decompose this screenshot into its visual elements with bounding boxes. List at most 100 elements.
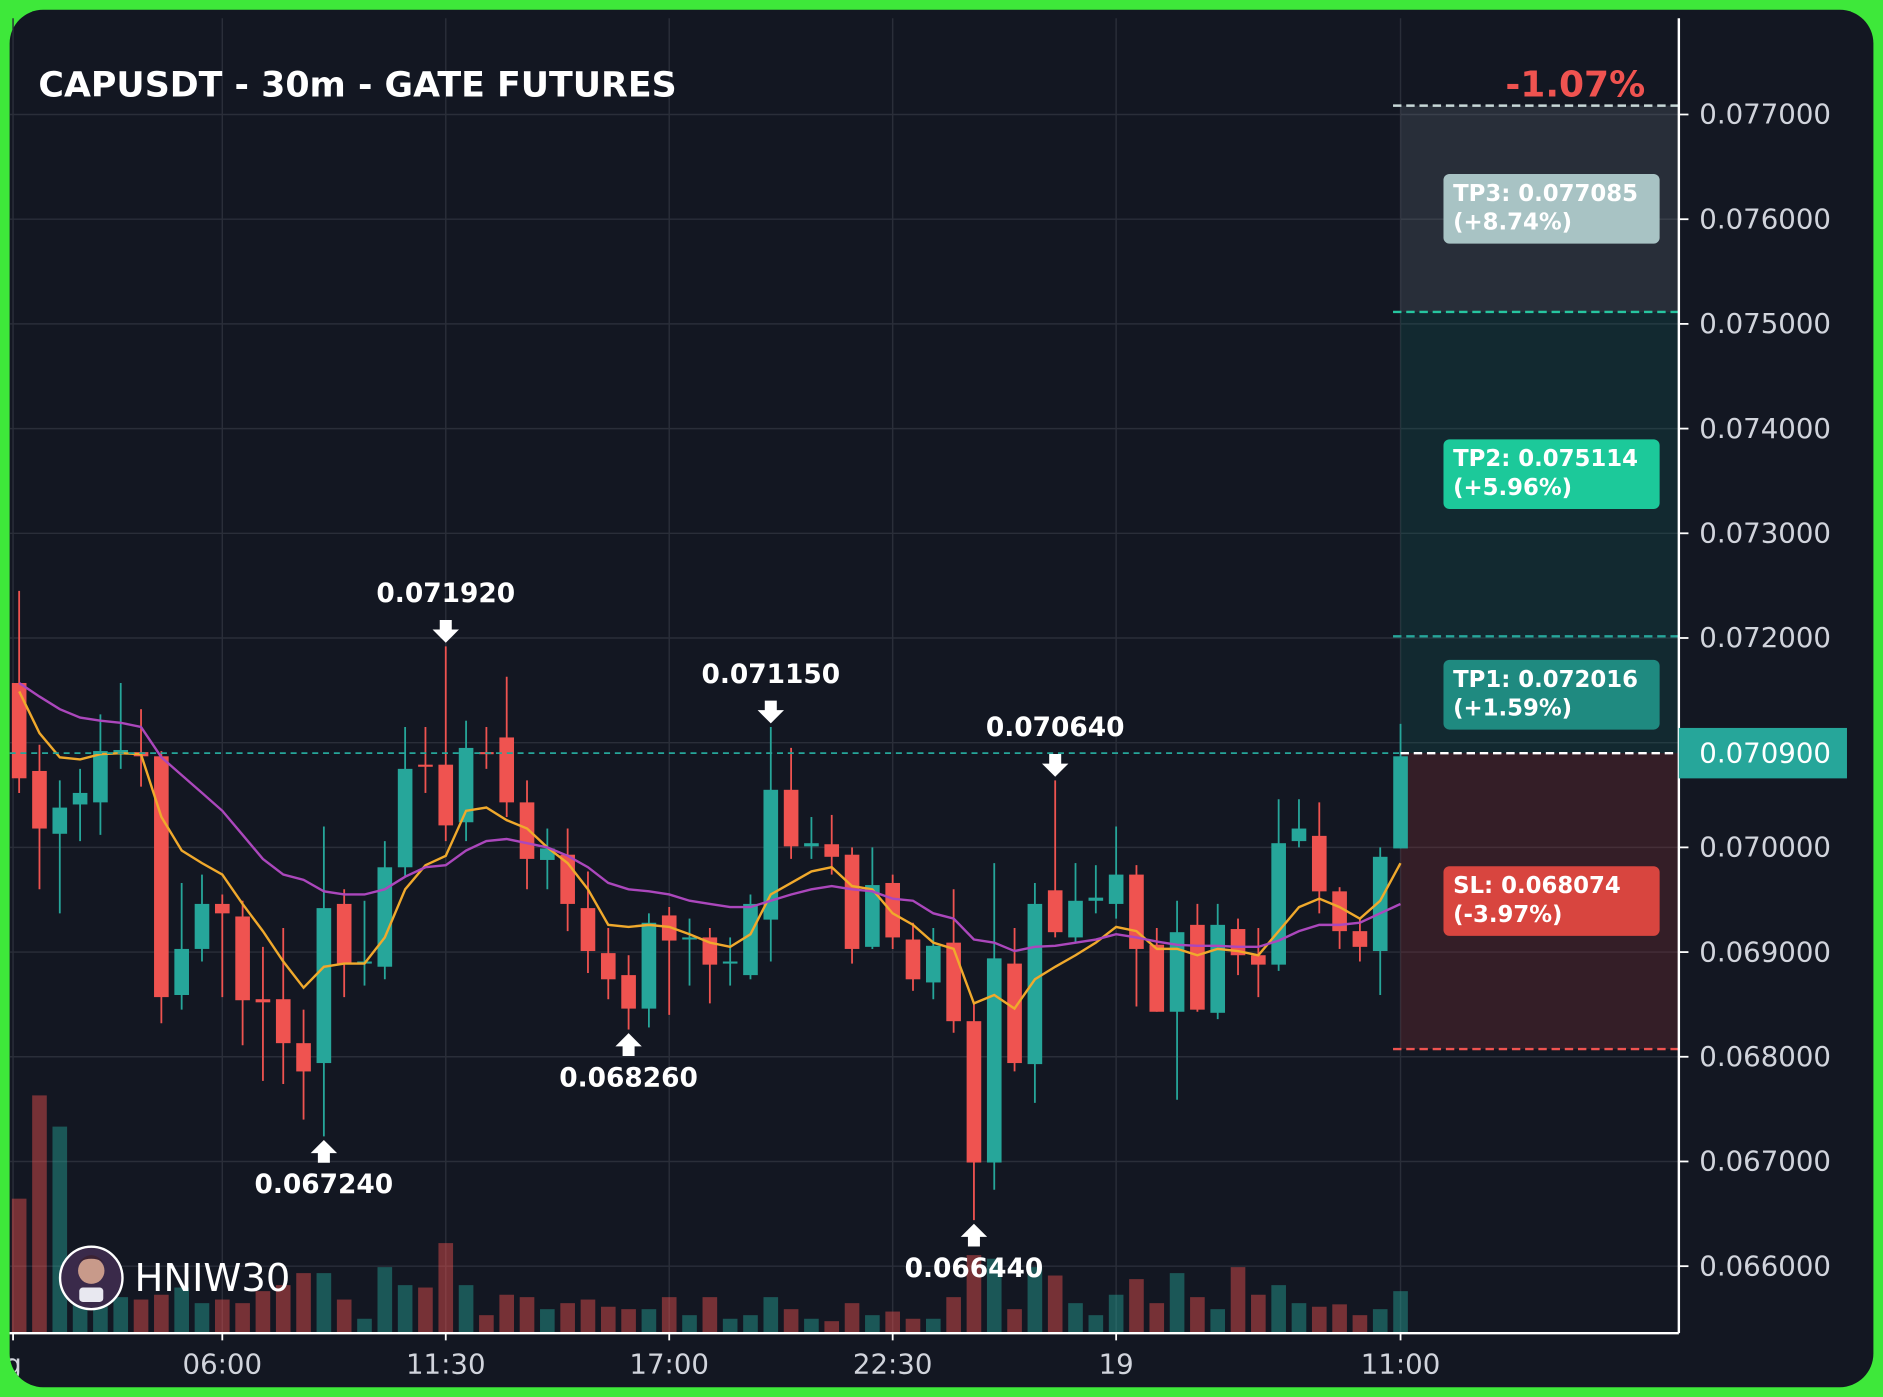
arrow-up [310,1139,338,1163]
annotation-label: 0.067240 [255,1169,394,1200]
avatar-body [79,1287,104,1302]
annotation-label: 0.071150 [701,659,840,690]
volume-bar [235,1303,250,1334]
avatar-face [78,1257,105,1284]
candle-body [397,768,413,868]
arrow-down [432,619,459,643]
arrow-up [615,1033,642,1056]
candle-body [804,843,819,847]
level-change: (+5.96%) [1453,475,1572,501]
volume-bar [763,1297,779,1334]
watermark: HNIW30 [58,1245,291,1311]
candle-body [174,948,189,996]
volume-bar [32,1095,47,1334]
candle-body [925,945,941,983]
candle-body [11,683,27,779]
level-box [1443,866,1660,936]
volume-bar [519,1297,535,1334]
x-tick-label: 17:00 [629,1348,709,1381]
candle-body [641,922,657,1009]
y-tick-label: 0.067000 [1699,1145,1831,1178]
volume-bar [540,1309,555,1334]
volume-bar [214,1299,230,1334]
level-label: TP1: 0.072016 [1453,667,1638,693]
volume-bar [458,1285,474,1334]
candle-body [235,916,250,1001]
change: -1.07% [1505,65,1645,106]
candle-body [72,792,88,805]
annotation-label: 0.071920 [376,578,515,609]
level-label: SL: 0.068074 [1453,873,1621,899]
candle-body [194,903,210,949]
candle-body [1027,903,1043,1065]
panel [9,9,1874,1388]
candle-body [1291,828,1307,842]
x-tick-label: 11:00 [1361,1348,1441,1381]
candle-body [763,789,779,920]
candle-body [1230,929,1246,956]
volume-bar [925,1318,941,1334]
y-tick-label: 0.075000 [1699,307,1831,340]
x-tick-label: 06:00 [183,1348,263,1381]
candle-body [1352,931,1368,947]
volume-bar [560,1303,575,1334]
annotation-label: 0.070640 [986,712,1125,743]
price-tag-label: 0.070900 [1699,736,1831,769]
volume-bar [397,1285,413,1334]
volume-bar [702,1297,718,1334]
volume-bar [1210,1309,1226,1334]
moving-average [18,690,1402,1011]
y-tick-label: 0.072000 [1699,621,1831,654]
volume-bar [1271,1285,1286,1334]
volume-bar [865,1315,880,1334]
x-tick-label: 11:30 [406,1348,486,1381]
arrow-up [960,1223,988,1247]
volume-bar [154,1294,169,1334]
arrow-down [757,700,785,724]
candle-body [783,789,799,847]
volume-bar [52,1126,68,1334]
level-box [1443,439,1660,509]
volume-bar [1332,1304,1347,1334]
candle-body [824,844,840,857]
volume-bar [966,1255,982,1334]
candle-body [865,885,880,947]
candle-body [418,764,433,767]
y-tick-label: 0.066000 [1699,1249,1831,1282]
candle-body [682,937,697,940]
candle-body [722,961,738,964]
volume-bar [783,1309,799,1334]
candle-body [966,1021,982,1163]
y-tick-label: 0.077000 [1699,98,1831,131]
candle-body [93,751,108,803]
volume-bar [194,1303,210,1334]
candle-body [1068,900,1083,938]
volume-bar [844,1303,860,1334]
level-box [1443,659,1660,730]
volume-bar [1393,1291,1408,1334]
volume-bar [11,1198,27,1334]
y-tick-label: 0.068000 [1699,1040,1831,1073]
candle-body [1332,891,1347,932]
candle-body [377,867,393,967]
level-change: (-3.97%) [1453,902,1562,928]
volume-bar [133,1299,149,1334]
watermark-text: HNIW30 [135,1256,291,1301]
candle-body [154,756,169,998]
volume-bar [1108,1294,1124,1334]
volume-bar [316,1273,332,1334]
y-tick-label: 0.070000 [1699,831,1831,864]
volume-bar [1230,1267,1246,1334]
volume-bar [275,1285,291,1334]
candle-body [580,908,596,952]
candle-body [1210,924,1226,1013]
candle-body [32,770,47,829]
candle-body [316,908,332,1064]
price-tag [1678,727,1847,779]
volume-bar [946,1297,961,1334]
candle-body [275,999,291,1044]
candle-body [336,903,352,964]
level-change: (+1.59%) [1453,696,1572,722]
candle-body [519,802,535,859]
volume-bar [1372,1309,1388,1334]
